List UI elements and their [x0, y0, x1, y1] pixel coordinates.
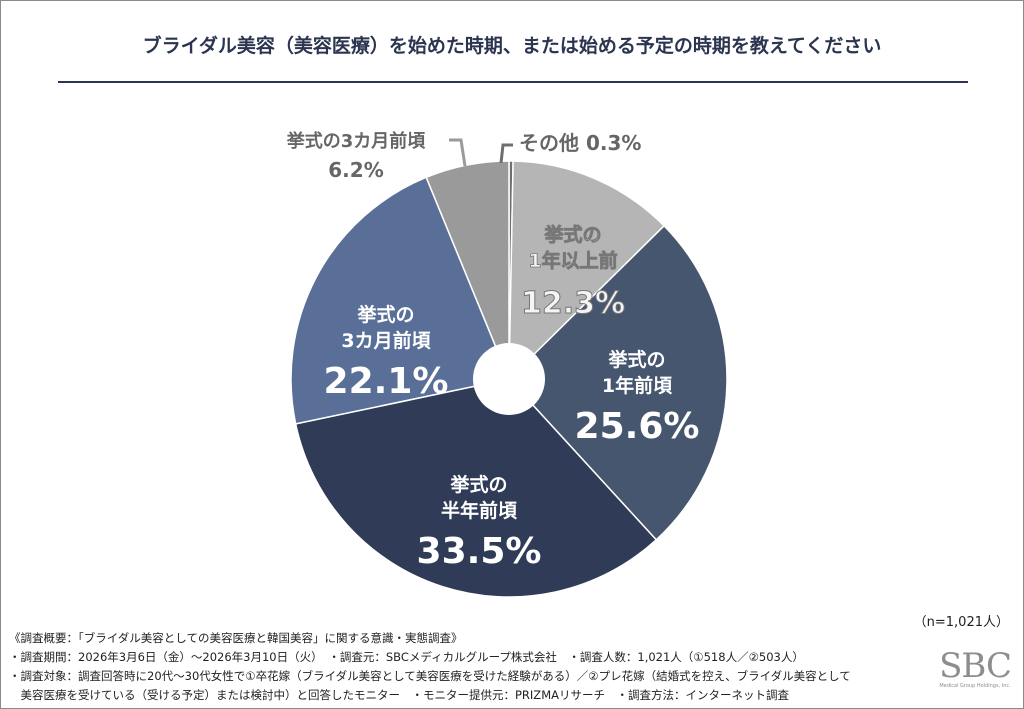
slice-label: その他 0.3%: [519, 131, 641, 155]
pie-slice: [290, 176, 511, 425]
slice-label: 挙式の: [607, 348, 665, 371]
slice-label: 3カ月前頃: [341, 329, 431, 352]
slice-label: 1年以上前: [528, 249, 617, 272]
slice-label: 挙式の: [543, 223, 601, 246]
slice-value: 33.5%: [417, 531, 542, 572]
pie-slice: [425, 160, 510, 380]
slice-value: 22.1%: [324, 361, 449, 402]
sample-size: （n=1,021人）: [913, 615, 1009, 630]
pie-slice: [294, 378, 658, 598]
slice-value: 6.2%: [328, 158, 383, 182]
title-divider: [58, 81, 968, 83]
pie-slice: [507, 224, 728, 541]
sbc-logo: SBC Medical Group Holdings, Inc.: [939, 646, 1012, 689]
note-line: ・調査期間：2026年3月6日（金）～2026年3月10日（火） ・調査元：SB…: [9, 650, 804, 664]
note-line: 美容医療を受けている（受ける予定）または検討中）と回答したモニター ・モニター提…: [9, 688, 789, 702]
survey-notes: 《調査概要：「ブライダル美容としての美容医療と韓国美容」に関する意識・実態調査》…: [9, 629, 851, 705]
slice-label: 挙式の3カ月前頃: [286, 130, 427, 152]
slice-label: 半年前頃: [441, 499, 518, 522]
slice-value: 25.6%: [575, 406, 700, 447]
slice-label: 挙式の: [449, 473, 507, 496]
leader-line: [499, 143, 513, 164]
slice-label: 挙式の: [356, 303, 414, 326]
donut-hole: [473, 343, 545, 415]
note-line: ・調査対象：調査回答時に20代～30代女性で①卒花嫁（ブライダル美容として美容医…: [9, 669, 851, 683]
slice-value: 12.3%: [521, 286, 625, 321]
chart-title: ブライダル美容（美容医療）を始めた時期、または始める予定の時期を教えてください: [142, 35, 882, 57]
slice-label: 1年前頃: [602, 374, 673, 397]
leader-line: [449, 138, 467, 167]
note-line: 《調査概要：「ブライダル美容としての美容医療と韓国美容」に関する意識・実態調査》: [9, 631, 463, 645]
pie-slice: [508, 160, 666, 381]
